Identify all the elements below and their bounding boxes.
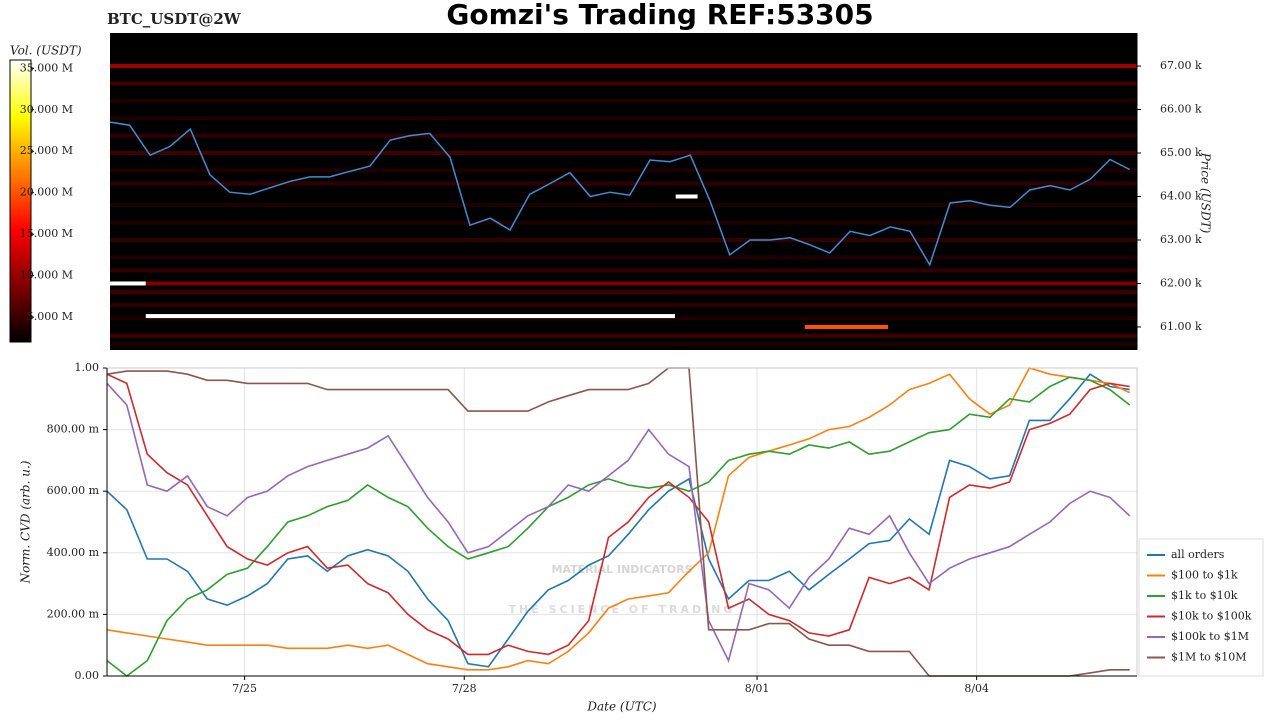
colorbar-tick-label: 20.000 M [20,186,73,199]
y-axis-label: Price (USDT) [1199,152,1213,234]
heatmap-band [110,203,1137,208]
heatmap-band [110,64,1137,69]
heatmap-band [110,220,1137,225]
heatmap-block [675,194,698,199]
chart-title: Gomzi's Trading REF:53305 [446,0,873,31]
x-tick-label: 7/28 [452,682,477,695]
heatmap-band [110,255,1137,260]
heatmap-block [145,314,675,319]
watermark: MATERIAL INDICATORS [551,563,692,576]
x-axis-label: Date (UTC) [586,700,656,714]
y-tick-label: 65.00 k [1160,146,1202,159]
colorbar-label: Vol. (USDT) [10,44,82,58]
y-tick-label: 63.00 k [1160,233,1202,246]
y-tick-label: 200.00 m [47,607,100,620]
cvd-line [106,367,1131,671]
x-tick-label: 8/04 [964,682,989,695]
legend-label: all orders [1171,548,1225,561]
colorbar-tick-label: 35.000 M [20,61,73,74]
x-tick-label: 8/01 [745,682,770,695]
heatmap-band [110,333,1137,338]
heatmap-band [110,98,1137,103]
plot-frame [106,367,1138,677]
heatmap-band [110,342,1137,347]
heatmap-band [110,133,1137,138]
heatmap-band [110,268,1137,273]
y-tick-label: 62.00 k [1160,276,1202,289]
legend-label: $100k to $1M [1171,630,1249,643]
heatmap-band [110,281,1137,286]
heatmap-band [110,237,1137,242]
legend-label: $1M to $10M [1171,651,1247,664]
y-tick-label: 400.00 m [47,546,100,559]
y-tick-label: 600.00 m [47,484,100,497]
legend-label: $100 to $1k [1171,569,1238,582]
price-line [109,121,1131,267]
colorbar-tick-label: 10.000 M [20,269,73,282]
heatmap-band [110,181,1137,186]
heatmap-band [110,116,1137,121]
colorbar-tick-label: 5.000 M [27,310,73,323]
legend-label: $1k to $10k [1171,589,1238,602]
heatmap-band [110,316,1137,321]
cvd-line [106,373,1130,656]
y-axis-label: Norm. CVD (arb. u.) [19,460,33,584]
y-tick-label: 67.00 k [1160,59,1202,72]
cvd-line [106,382,1131,663]
legend-label: $10k to $100k [1171,610,1252,623]
heatmap-band [110,290,1137,295]
heatmap-band [110,303,1137,308]
watermark: THE SCIENCE OF TRADING [509,603,736,616]
ticker-label: BTC_USDT@2W [107,10,242,28]
x-tick-label: 7/25 [232,682,257,695]
heatmap-block [110,281,146,286]
y-tick-label: 800.00 m [47,423,100,436]
colorbar [9,59,32,343]
heatmap-band [110,81,1137,86]
heatmap-block [804,324,889,329]
y-tick-label: 66.00 k [1160,103,1202,116]
heatmap-band [110,168,1137,173]
colorbar-tick-label: 15.000 M [20,227,73,240]
cvd-line [106,376,1131,678]
colorbar-tick-label: 25.000 M [20,144,73,157]
colorbar-tick-label: 30.000 M [20,103,73,116]
y-tick-label: 1.00 [75,361,100,374]
y-tick-label: 0.00 [75,669,100,682]
cvd-line [106,373,1130,668]
heatmap-band [110,151,1137,156]
legend-box [1138,538,1264,677]
y-tick-label: 61.00 k [1160,320,1202,333]
y-tick-label: 64.00 k [1160,190,1202,203]
plot-background [110,33,1137,350]
